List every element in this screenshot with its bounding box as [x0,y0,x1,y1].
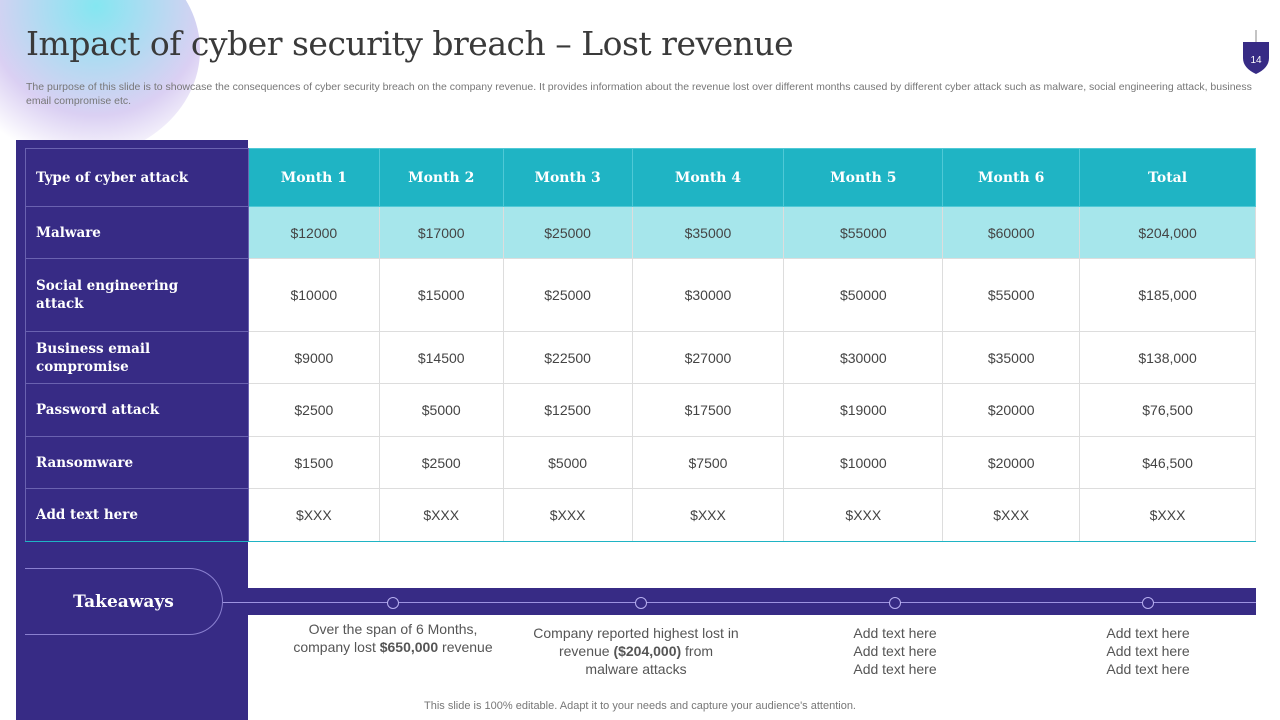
table-cell: $30000 [631,258,785,332]
takeaway-text: revenue [438,639,493,655]
column-header: Total [1079,148,1256,207]
table-cell: $20000 [942,436,1081,489]
takeaway-text: from malware attacks [585,643,714,677]
table-cell: $17500 [631,383,785,437]
table-row: Add text here $XXX $XXX $XXX $XXX $XXX $XXX $XX… [25,488,1256,542]
table-cell: $5000 [502,436,633,489]
timeline-dot [1142,597,1154,609]
takeaway-text: Add text here Add text here Add text her… [853,625,937,677]
row-label: Social engineering attack [25,258,249,332]
column-header: Month 6 [942,148,1081,207]
takeaway-text: Over the span of 6 Months, company lost [293,621,478,655]
table-cell: $2500 [378,436,504,489]
table-cell: $XXX [942,488,1081,542]
table-row: Ransomware $1500 $2500 $5000 $7500 $10000 $200… [25,436,1256,489]
column-header: Month 1 [247,148,380,207]
takeaway-text: Add text here Add text here Add text her… [1106,625,1190,677]
table-cell: $14500 [378,331,504,384]
row-label: Malware [25,206,249,259]
timeline-line [222,602,1256,603]
table-cell: $12500 [502,383,633,437]
table-cell: $35000 [942,331,1081,384]
takeaway-note: Company reported highest lost in revenue… [531,624,741,678]
table-cell: $138,000 [1079,331,1256,384]
table-header-row: Type of cyber attack Month 1 Month 2 Month … [25,148,1256,207]
svg-text:14: 14 [1250,55,1262,66]
table-cell: $12000 [247,206,380,259]
revenue-table: Type of cyber attack Month 1 Month 2 Month … [25,148,1256,542]
row-label: Ransomware [25,436,249,489]
table-cell: $27000 [631,331,785,384]
timeline-dot [387,597,399,609]
table-row: Social engineering attack $10000 $15000 $25… [25,258,1256,332]
table-cell: $30000 [783,331,944,384]
takeaway-text: $650,000 [379,639,439,655]
table-cell: $XXX [631,488,785,542]
row-label: Business email compromise [25,331,249,384]
table-cell: $204,000 [1079,206,1256,259]
table-cell: $10000 [247,258,380,332]
table-cell: $20000 [942,383,1081,437]
column-header: Month 5 [783,148,944,207]
table-cell: $46,500 [1079,436,1256,489]
table-cell: $XXX [1079,488,1256,542]
takeaway-note: Add text here Add text here Add text her… [845,624,945,678]
table-cell: $25000 [502,206,633,259]
column-header: Month 2 [378,148,504,207]
takeaway-text: Company reported highest lost in revenue [533,625,739,659]
footer-note: This slide is 100% editable. Adapt it to… [424,700,856,712]
column-header: Month 4 [631,148,785,207]
table-cell: $25000 [502,258,633,332]
takeaway-note: Over the span of 6 Months, company lost … [283,620,503,656]
table-cell: $22500 [502,331,633,384]
timeline-dot [635,597,647,609]
table-cell: $50000 [783,258,944,332]
table-cell: $19000 [783,383,944,437]
page-title: Impact of cyber security breach – Lost r… [26,24,794,63]
table-cell: $9000 [247,331,380,384]
table-cell: $55000 [783,206,944,259]
page-subtitle: The purpose of this slide is to showcase… [26,81,1252,107]
table-cell: $XXX [378,488,504,542]
column-header: Month 3 [502,148,633,207]
table-cell: $60000 [942,206,1081,259]
row-label: Add text here [25,488,249,542]
table-cell: $7500 [631,436,785,489]
takeaway-text: ($204,000) [613,643,682,659]
row-label: Password attack [25,383,249,437]
table-cell: $35000 [631,206,785,259]
column-header: Type of cyber attack [25,148,249,207]
table-cell: $185,000 [1079,258,1256,332]
table-cell: $XXX [783,488,944,542]
page-number-badge: 14 [1241,30,1271,74]
timeline-dot [889,597,901,609]
table-row: Password attack $2500 $5000 $12500 $17500 $19… [25,383,1256,437]
table-row: Business email compromise $9000 $14500 $225… [25,331,1256,384]
table-cell: $XXX [502,488,633,542]
table-cell: $5000 [378,383,504,437]
table-cell: $2500 [247,383,380,437]
table-cell: $1500 [247,436,380,489]
table-cell: $76,500 [1079,383,1256,437]
table-cell: $55000 [942,258,1081,332]
shield-icon: 14 [1243,30,1269,74]
table-row: Malware $12000 $17000 $25000 $35000 $55000 $60… [25,206,1256,259]
takeaways-label: Takeaways [25,568,223,635]
table-cell: $10000 [783,436,944,489]
table-cell: $15000 [378,258,504,332]
takeaway-note: Add text here Add text here Add text her… [1098,624,1198,678]
table-cell: $XXX [247,488,380,542]
takeaways-band [248,588,1256,615]
table-cell: $17000 [378,206,504,259]
